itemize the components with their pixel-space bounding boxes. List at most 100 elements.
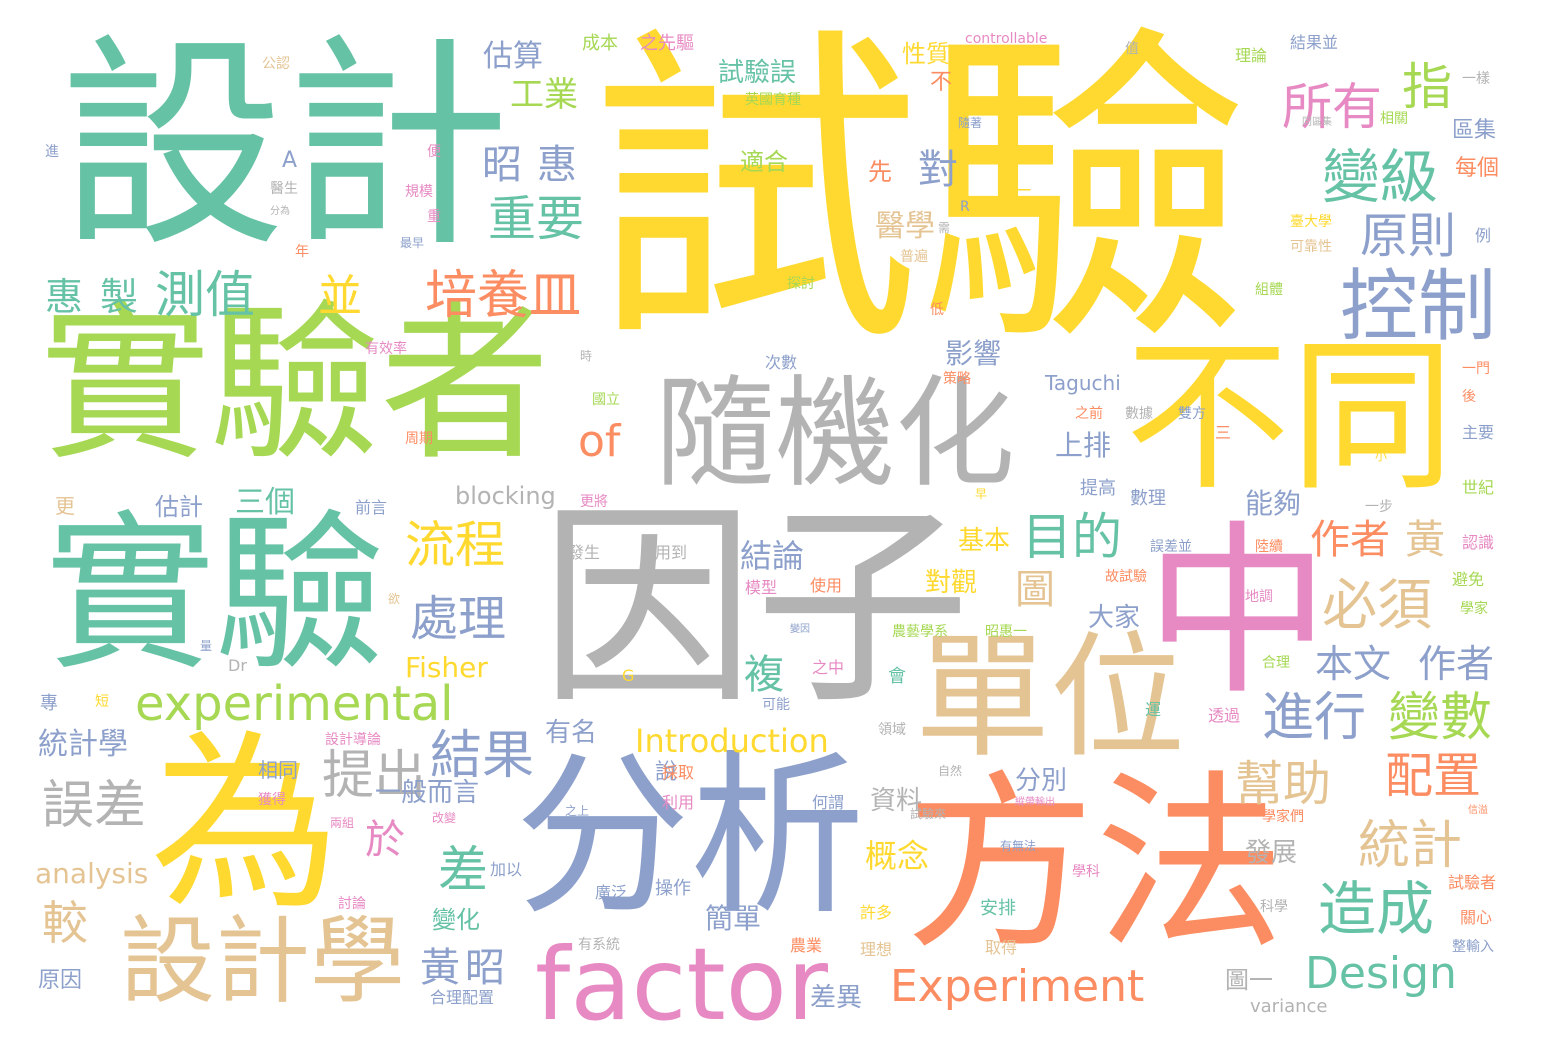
word: 農業 [790, 936, 823, 955]
word: 複 [744, 652, 784, 698]
word: 運 [1145, 700, 1162, 719]
word: 探討 [787, 276, 815, 292]
word: 於 [365, 817, 405, 863]
word: 統計學 [38, 727, 128, 762]
word: A [282, 148, 298, 173]
word: 英國育種 [745, 92, 801, 108]
word: of [578, 416, 621, 467]
word: 進 [45, 144, 59, 160]
word: 認識 [1462, 533, 1495, 552]
word: 三個 [235, 485, 295, 520]
word: 雙方 [1178, 406, 1206, 422]
word: 次數 [765, 353, 798, 372]
word: R [960, 199, 970, 215]
word: 結果 [430, 726, 535, 786]
word: 目的 [1022, 508, 1122, 566]
word: 變化 [432, 906, 480, 934]
word: 進行 [1262, 688, 1367, 748]
word: 同區集 [1302, 117, 1332, 128]
word: 試驗者 [1448, 873, 1497, 892]
word: 發生 [568, 543, 601, 562]
word: 提高 [1080, 478, 1116, 499]
word: 改變 [432, 811, 457, 825]
word: 差異 [810, 983, 863, 1013]
word: 試驗來 [910, 807, 947, 821]
word: 工業 [510, 75, 578, 115]
word: 說 [655, 760, 678, 785]
word: 農藝學系 [892, 624, 948, 640]
word: 製 [100, 275, 139, 319]
word: 統計 [1358, 816, 1463, 876]
word: 試驗誤 [718, 58, 797, 88]
word: 兩組 [330, 816, 355, 830]
word: 有名 [545, 718, 598, 748]
word: 小 [1375, 449, 1388, 463]
word: 所有 [1282, 78, 1382, 136]
word: 合理配置 [430, 988, 495, 1007]
word: 相關 [1380, 111, 1408, 127]
word: 前言 [355, 498, 388, 517]
word: 醫學 [875, 209, 935, 244]
word: 可靠性 [1290, 239, 1332, 255]
word: 之中 [812, 658, 845, 677]
word: 組體 [1255, 282, 1283, 298]
word: 培養皿 [425, 266, 582, 326]
word: 可能 [762, 697, 790, 713]
word: 成本 [582, 33, 618, 54]
word: 世紀 [1462, 478, 1495, 497]
word: 為 [150, 714, 341, 935]
word: 分析 [515, 736, 865, 939]
word: 利用 [662, 793, 695, 812]
word: 短 [95, 694, 109, 710]
word: 重 [427, 209, 441, 225]
word: 黃 [420, 945, 460, 991]
word: 何謂 [812, 793, 845, 812]
word: 取得 [985, 938, 1018, 957]
word: 不同 [1125, 321, 1455, 513]
word: 上排 [1055, 429, 1112, 462]
word: Fisher [405, 651, 488, 684]
word: 最早 [400, 236, 425, 250]
word: 本文 [1315, 642, 1392, 686]
word: 一樣 [1462, 71, 1490, 87]
word: 試驗 [590, 1, 1250, 385]
word: 主要 [1462, 423, 1495, 442]
word: 採取 [662, 763, 695, 782]
word: 配置 [1385, 748, 1482, 804]
word: 國立 [592, 392, 620, 408]
word: 一步 [1365, 499, 1393, 515]
word: 並 [318, 271, 362, 322]
word: 原因 [38, 968, 83, 993]
word: 單位 [915, 619, 1185, 776]
word: 廣泛 [595, 883, 628, 902]
word: 簡單 [705, 902, 762, 935]
word: 差 [438, 841, 488, 899]
word: 普遍 [900, 249, 928, 265]
word: 科學 [1260, 899, 1288, 915]
word: 昭 [482, 142, 522, 188]
word: 作者 [1310, 517, 1390, 563]
word: 圖 [1015, 567, 1055, 613]
word: 地調 [1245, 589, 1273, 605]
word: 合理 [1262, 655, 1290, 671]
word: 惠 [537, 142, 577, 188]
word: 實驗 [45, 496, 386, 694]
word: 醫生 [270, 181, 298, 197]
word: 便 [427, 144, 441, 160]
word: 設計導論 [325, 732, 381, 748]
word: 結果並 [1290, 33, 1339, 52]
word: 概念 [865, 837, 930, 875]
word: 理想 [860, 940, 893, 959]
word: variance [1250, 996, 1328, 1017]
word: 操作 [655, 878, 691, 899]
word: 加以 [490, 860, 523, 879]
word: 方法 [905, 754, 1286, 975]
word: 變級 [1322, 143, 1439, 211]
word: 圖一 [1225, 966, 1273, 994]
word: 領域 [878, 722, 906, 738]
word: 自然 [938, 764, 963, 778]
word: 變數 [1388, 688, 1493, 748]
word: 控制 [1340, 262, 1497, 352]
word: 較 [42, 896, 88, 950]
word: 實驗者 [40, 286, 551, 484]
